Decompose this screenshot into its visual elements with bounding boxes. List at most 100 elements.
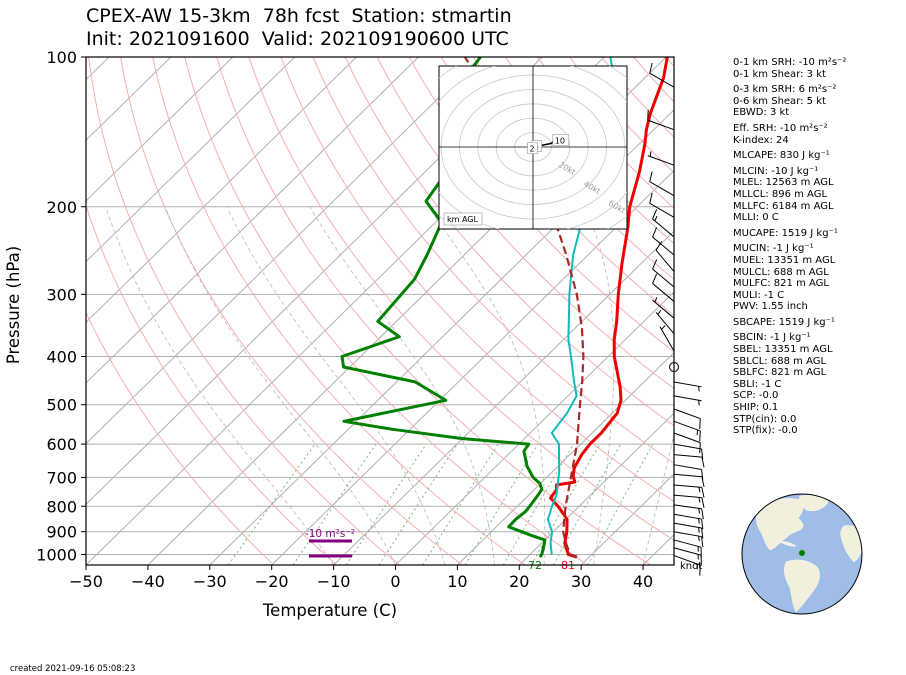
dry-adiabat-370 — [408, 57, 674, 353]
isotherm--80 — [86, 57, 419, 384]
index-line: SBCIN: -1 J kg⁻¹ — [733, 332, 811, 344]
y-tick-label-800: 800 — [46, 497, 77, 516]
y-axis-label: Pressure (hPa) — [4, 246, 23, 364]
wind-barb — [673, 522, 704, 539]
dry-adiabat-310 — [216, 57, 651, 565]
dry-adiabat-290 — [152, 57, 526, 565]
chart-title: CPEX-AW 15-3km 78h fcst Station: stmarti… — [86, 5, 512, 27]
wind-barb — [673, 513, 704, 530]
wind-barb — [652, 259, 675, 288]
index-line: MLCAPE: 830 J kg⁻¹ — [733, 150, 830, 162]
index-line: EBWD: 3 kt — [733, 107, 790, 119]
index-line: MLLFC: 6184 m AGL — [733, 200, 834, 212]
isotherm-30 — [580, 473, 674, 565]
dry-adiabat-250 — [86, 311, 275, 565]
wind-barb — [652, 273, 675, 302]
wind-barb — [647, 151, 675, 166]
index-line: MLEL: 12563 m AGL — [733, 177, 834, 189]
temperature-profile — [549, 57, 669, 559]
y-tick-label-900: 900 — [46, 523, 77, 542]
x-tick-label--40: −40 — [131, 572, 165, 591]
dry-adiabat-260 — [86, 204, 338, 565]
mixing-ratio-5 — [422, 443, 499, 565]
dewpoint-profile — [340, 57, 547, 558]
wind-barb — [659, 325, 675, 352]
wind-barb — [673, 432, 701, 454]
wind-barb — [673, 395, 702, 406]
index-line: PWV: 1.55 inch — [733, 301, 808, 313]
index-line: MUEL: 13351 m AGL — [733, 254, 836, 266]
wind-barb — [652, 209, 675, 238]
index-line: MULCL: 688 m AGL — [733, 266, 829, 278]
wind-barb — [647, 109, 675, 131]
mixing-ratio-1 — [292, 443, 377, 565]
dry-adiabat-390 — [472, 57, 674, 281]
moist-adiabat-8 — [226, 206, 446, 565]
moist-adiabat-24 — [428, 206, 546, 565]
plot-frame — [85, 56, 675, 566]
hodograph-corner-box — [443, 212, 483, 226]
index-line: Eff. SRH: -10 m²s⁻² — [733, 122, 828, 134]
wind-barb — [673, 504, 704, 520]
x-tick-label--10: −10 — [317, 572, 351, 591]
index-line: MLCIN: -10 J kg⁻¹ — [733, 165, 819, 177]
y-tick-label-100: 100 — [46, 48, 77, 67]
index-line: SBLFC: 821 m AGL — [733, 367, 827, 379]
sounding-indices-panel: 0-1 km SRH: -10 m²s⁻² 0-1 km Shear: 3 kt 0… — [733, 57, 846, 441]
location-globe — [741, 493, 863, 615]
dry-adiabat-510 — [858, 57, 906, 565]
barb-unit-label: knot — [680, 561, 702, 572]
dry-adiabat-380 — [440, 57, 674, 317]
wind-barb — [673, 494, 705, 508]
wind-barb — [649, 193, 675, 218]
isotherm--90 — [86, 57, 357, 323]
wind-barb — [673, 443, 704, 460]
index-line: STP(cin): 0.0 — [733, 413, 797, 425]
hodograph-height-label: 10 — [555, 137, 565, 146]
y-tick-label-1000: 1000 — [36, 545, 77, 564]
wind-barb — [673, 531, 704, 547]
index-line: MLLI: 0 C — [733, 212, 779, 224]
wind-barb — [649, 171, 675, 197]
plot-area — [86, 57, 906, 565]
wind-barbs — [647, 62, 705, 576]
moist-adiabat--10 — [105, 206, 334, 565]
moist-adiabat-0 — [164, 206, 396, 565]
x-tick-label-20: 20 — [509, 572, 529, 591]
moist-adiabat-40 — [642, 432, 674, 565]
x-tick-label-0: 0 — [390, 572, 400, 591]
wind-barb — [673, 381, 702, 392]
index-line: K-index: 24 — [733, 134, 789, 146]
srh-bar-label: -10 m²s⁻² — [305, 528, 355, 540]
index-line: MULFC: 821 m AGL — [733, 278, 829, 290]
dry-adiabat-360 — [376, 57, 674, 390]
dry-adiabat-270 — [88, 57, 400, 565]
dry-adiabat-280 — [120, 57, 463, 565]
isotherm-0 — [395, 291, 674, 565]
wind-barb — [652, 227, 675, 256]
wind-barb-calm — [669, 362, 679, 373]
dry-adiabat-350 — [344, 57, 674, 427]
hodograph-height-box — [527, 142, 538, 155]
wind-barb — [673, 408, 701, 430]
dry-adiabat-340 — [312, 57, 674, 464]
globe-land-south-america — [784, 559, 820, 613]
x-tick-label-10: 10 — [447, 572, 467, 591]
dry-adiabat-300 — [184, 57, 588, 565]
x-tick-label--50: −50 — [69, 572, 103, 591]
globe-border — [741, 493, 863, 615]
mixing-ratio-3 — [378, 443, 458, 565]
dry-adiabat-320 — [248, 57, 674, 541]
wind-barb — [655, 309, 675, 335]
isotherm--20 — [271, 169, 674, 565]
hodograph-ring-label: 80kt — [632, 218, 652, 235]
y-tick-label-400: 400 — [46, 348, 77, 367]
chart-subtitle: Init: 2021091600 Valid: 202109190600 UTC — [86, 28, 509, 50]
hodograph-height-label: 2 — [530, 145, 535, 154]
wind-barb — [673, 464, 704, 480]
x-tick-label-40: 40 — [633, 572, 653, 591]
index-line: 0-1 km Shear: 3 kt — [733, 68, 826, 80]
index-line: MLLCL: 896 m AGL — [733, 188, 828, 200]
wind-barb — [673, 484, 705, 498]
index-line: MUCIN: -1 J kg⁻¹ — [733, 243, 814, 255]
